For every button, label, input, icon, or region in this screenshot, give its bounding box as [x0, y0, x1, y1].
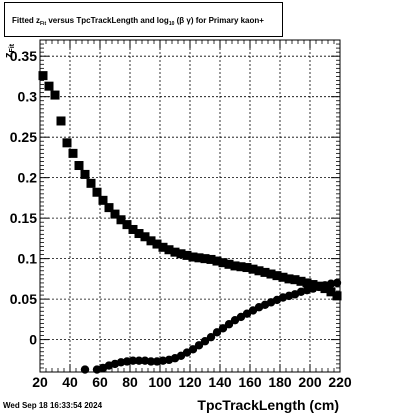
data-point-square — [164, 245, 174, 255]
data-point-square — [152, 239, 162, 249]
data-point-circle — [212, 328, 222, 337]
data-point-circle — [80, 365, 90, 374]
data-point-square — [128, 224, 138, 234]
y-tick-label: 0.15 — [10, 210, 37, 226]
x-tick-label: 120 — [178, 374, 202, 390]
data-point-square — [278, 272, 288, 282]
title-subscript: Fit — [40, 21, 47, 27]
data-point-circle — [134, 356, 144, 365]
x-tick-label: 140 — [208, 374, 232, 390]
data-point-square — [62, 138, 72, 148]
data-point-square — [290, 275, 300, 285]
x-tick-label: 80 — [122, 374, 138, 390]
axis-ticks — [39, 39, 341, 372]
data-point-square — [116, 215, 126, 225]
data-marks — [38, 71, 342, 374]
data-point-square — [284, 274, 294, 284]
data-point-square — [260, 267, 270, 277]
data-point-square — [182, 250, 192, 260]
y-axis-title: zFit — [3, 44, 16, 58]
data-point-square — [98, 195, 108, 205]
data-point-circle — [206, 332, 216, 342]
data-point-square — [92, 187, 102, 197]
data-point-square — [296, 276, 306, 286]
data-point-square — [266, 269, 276, 279]
y-tick-labels: 0 0.05 0.1 0.15 0.2 0.25 0.3 0.35 — [10, 48, 37, 347]
y-tick-label: 0.1 — [18, 251, 38, 267]
data-point-square — [332, 291, 342, 301]
data-point-circle — [128, 356, 138, 365]
x-tick-label: 100 — [148, 374, 172, 390]
data-point-square — [104, 203, 114, 213]
data-point-square — [224, 259, 234, 269]
data-point-square — [206, 254, 216, 264]
title-box: Fitted zFit versus TpcTrackLength and lo… — [4, 2, 283, 37]
data-point-square — [188, 252, 198, 262]
data-point-circle — [146, 357, 156, 366]
data-point-square — [74, 161, 84, 171]
title-part: Fitted z — [12, 16, 40, 25]
data-point-circle — [218, 324, 228, 333]
x-tick-labels: 20 40 60 80 100 120 140 160 180 200 220 — [32, 374, 352, 390]
data-point-square — [44, 81, 54, 91]
y-tick-label: 0 — [29, 332, 37, 348]
data-point-square — [80, 169, 90, 179]
data-point-square — [158, 242, 168, 252]
data-point-circle — [188, 345, 198, 354]
data-point-square — [86, 178, 96, 188]
data-point-square — [242, 263, 252, 273]
data-point-square — [176, 249, 186, 259]
data-point-square — [212, 256, 222, 266]
data-point-square — [68, 148, 78, 158]
x-tick-label: 180 — [268, 374, 292, 390]
data-point-square — [236, 262, 246, 272]
data-point-circle — [224, 320, 234, 329]
data-point-square — [194, 253, 204, 263]
y-tick-label: 0.2 — [18, 170, 38, 186]
data-point-square — [302, 278, 312, 288]
data-point-square — [272, 271, 282, 281]
data-point-square — [50, 90, 60, 100]
x-tick-label: 160 — [238, 374, 262, 390]
x-tick-label: 60 — [92, 374, 108, 390]
y-tick-label: 0.25 — [10, 129, 37, 145]
chart-title: Fitted zFit versus TpcTrackLength and lo… — [12, 16, 264, 27]
data-point-square — [134, 229, 144, 239]
data-point-square — [146, 236, 156, 246]
data-point-square — [122, 220, 132, 230]
data-point-square — [230, 261, 240, 271]
y-axis-title-main: z — [3, 52, 15, 59]
data-point-square — [218, 258, 228, 268]
data-point-circle — [194, 341, 204, 350]
y-tick-label: 0.35 — [10, 48, 37, 64]
data-point-square — [326, 287, 336, 297]
grid — [40, 40, 340, 372]
data-point-circle — [200, 337, 210, 346]
data-point-square — [38, 71, 48, 81]
x-tick-label: 20 — [32, 374, 48, 390]
data-point-square — [248, 264, 258, 274]
y-tick-label: 0.05 — [10, 291, 37, 307]
data-point-square — [170, 247, 180, 257]
x-tick-label: 200 — [298, 374, 322, 390]
title-subscript: 10 — [168, 21, 175, 27]
data-point-square — [140, 232, 150, 242]
data-point-circle — [332, 278, 342, 288]
data-point-square — [200, 254, 210, 264]
y-axis-title-sub: Fit — [9, 43, 16, 53]
data-point-square — [56, 116, 66, 126]
timestamp: Wed Sep 18 16:33:54 2024 — [3, 401, 103, 410]
title-part: (β γ) for Primary kaon+ — [174, 16, 264, 25]
x-tick-label: 220 — [328, 374, 352, 390]
data-point-square — [254, 266, 264, 276]
x-tick-label: 40 — [62, 374, 78, 390]
x-axis-title: TpcTrackLength (cm) — [197, 397, 339, 413]
data-point-square — [110, 209, 120, 219]
title-part: versus TpcTrackLength and log — [46, 16, 169, 25]
y-tick-label: 0.3 — [18, 89, 38, 105]
